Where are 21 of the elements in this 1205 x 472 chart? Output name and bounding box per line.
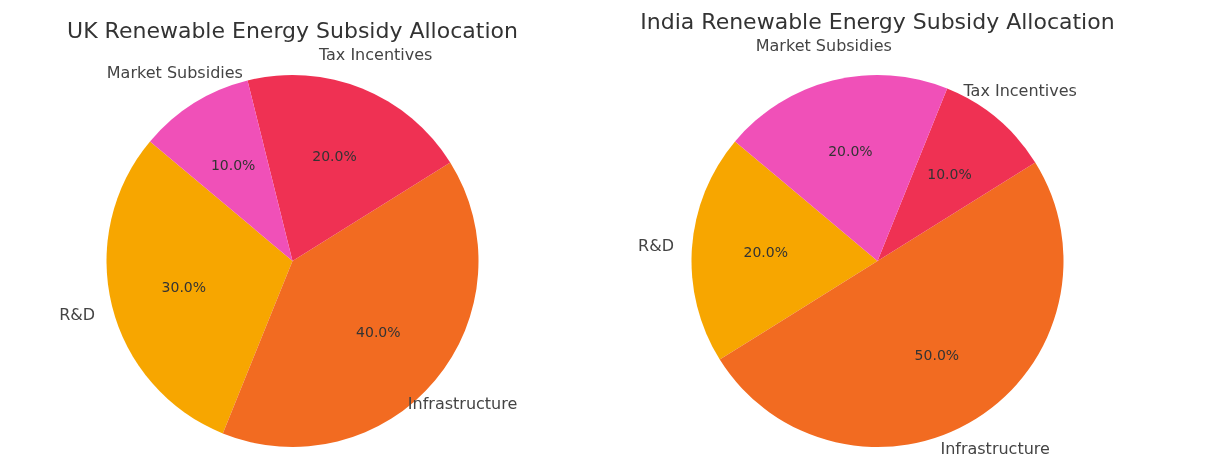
slice-label: R&D xyxy=(638,235,674,255)
chart-title: UK Renewable Energy Subsidy Allocation xyxy=(67,18,518,44)
slice-label: Infrastructure xyxy=(407,393,518,413)
slice-label: Infrastructure xyxy=(940,439,1050,459)
slice-label: Tax Incentives xyxy=(317,45,433,65)
data-label: 50.0% xyxy=(914,346,960,363)
slice-label: Tax Incentives xyxy=(962,80,1077,100)
data-label: 40.0% xyxy=(356,323,401,340)
data-label: 20.0% xyxy=(828,143,873,160)
data-label: 10.0% xyxy=(927,166,972,183)
data-label: 10.0% xyxy=(210,157,256,174)
data-label: 20.0% xyxy=(743,244,789,261)
pie-slice xyxy=(150,80,293,261)
pie-slice xyxy=(691,141,878,360)
slice-label: Market Subsidies xyxy=(106,62,243,82)
pie-slice xyxy=(106,141,293,434)
data-label: 30.0% xyxy=(161,279,207,296)
chart-title: India Renewable Energy Subsidy Allocation xyxy=(640,8,1115,34)
data-label: 20.0% xyxy=(312,148,357,165)
slice-label: Market Subsidies xyxy=(755,35,892,55)
slice-label: R&D xyxy=(59,304,96,324)
